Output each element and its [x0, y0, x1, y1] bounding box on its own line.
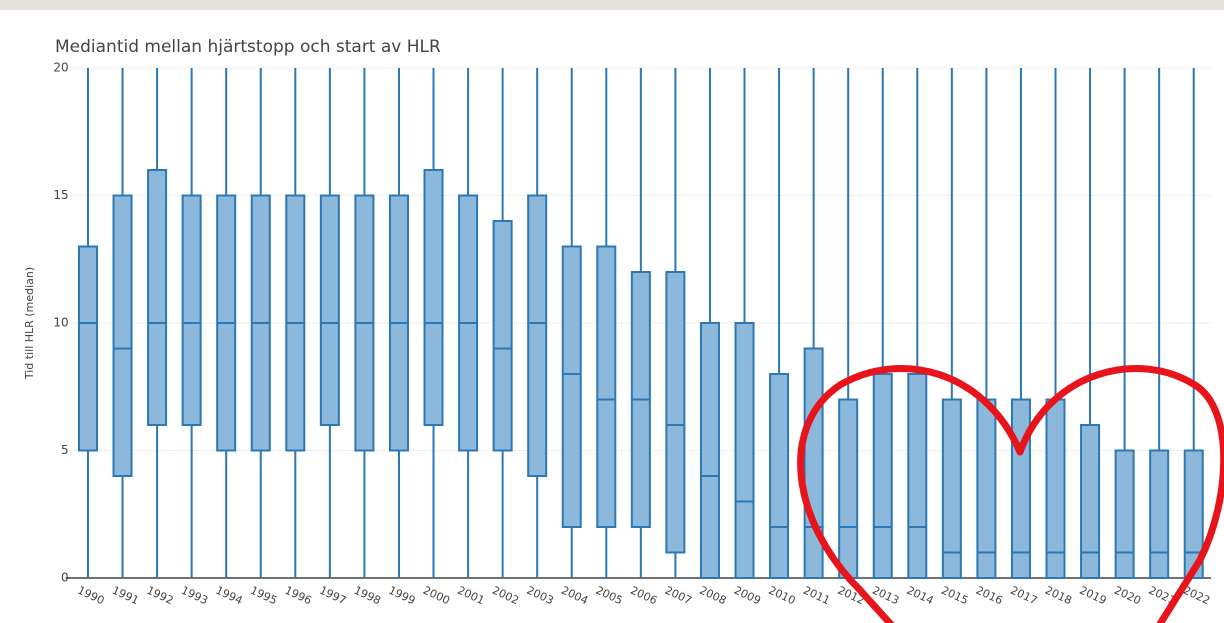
box	[319, 194, 340, 426]
x-tick-label: 2006	[628, 584, 659, 608]
x-tick-label: 2017	[1008, 584, 1039, 608]
x-tick-label: 2003	[525, 584, 556, 608]
x-tick-label: 1992	[145, 584, 176, 608]
box	[734, 322, 755, 579]
x-tick-label: 1996	[283, 584, 314, 608]
box	[872, 373, 893, 579]
box	[699, 322, 720, 579]
y-tick-label: 0	[61, 571, 69, 585]
x-tick-label: 1990	[75, 584, 106, 608]
box	[838, 398, 859, 579]
y-axis-title: Tid till HLR (median)	[23, 267, 36, 380]
x-tick-label: 2001	[456, 584, 487, 608]
box	[527, 194, 548, 477]
box	[181, 194, 202, 426]
x-tick-label: 2016	[974, 584, 1005, 608]
box	[147, 169, 168, 426]
x-tick-label: 2014	[905, 584, 936, 608]
box	[112, 194, 133, 477]
x-tick-label: 1994	[214, 584, 245, 608]
top-strip	[0, 0, 1224, 10]
x-tick-label: 2019	[1078, 584, 1109, 608]
box	[561, 245, 582, 528]
box	[941, 398, 962, 579]
x-tick-label: 1999	[386, 584, 417, 608]
x-tick-label: 2020	[1112, 584, 1143, 608]
y-tick-label: 20	[53, 61, 68, 75]
box	[77, 245, 98, 452]
x-tick-label: 1991	[110, 584, 141, 608]
box	[907, 373, 928, 579]
box	[1045, 398, 1066, 579]
x-tick-label: 2005	[594, 584, 625, 608]
plot-area: 0 5 10 15 20 1990 1991 1992 1993 1994 1995 1996 1997…	[53, 61, 1212, 608]
box	[1149, 449, 1170, 579]
x-tick-label: 2009	[732, 584, 763, 608]
x-tick-label: 2018	[1043, 584, 1074, 608]
x-tick-label: 2007	[663, 584, 694, 608]
y-tick-label: 15	[53, 188, 68, 202]
y-tick-label: 5	[61, 443, 69, 457]
x-tick-label: 1998	[352, 584, 383, 608]
box	[1080, 424, 1101, 579]
box	[769, 373, 790, 579]
x-tick-label: 2011	[801, 584, 832, 608]
x-tick-label: 1997	[317, 584, 348, 608]
x-tick-label: 2008	[697, 584, 728, 608]
box	[1114, 449, 1135, 579]
x-tick-label: 1993	[179, 584, 210, 608]
x-tick-label: 2010	[767, 584, 798, 608]
x-tick-label: 2000	[421, 584, 452, 608]
box	[803, 347, 824, 579]
x-tick-label: 2004	[559, 584, 590, 608]
box	[665, 271, 686, 554]
box	[423, 169, 444, 426]
x-tick-label: 2002	[490, 584, 521, 608]
chart-title: Mediantid mellan hjärtstopp och start av…	[55, 37, 441, 57]
box	[1183, 449, 1204, 579]
box	[492, 220, 513, 452]
x-tick-label: 1995	[248, 584, 279, 608]
x-tick-label: 2015	[939, 584, 970, 608]
box	[596, 245, 617, 528]
y-tick-label: 10	[53, 316, 68, 330]
box	[976, 398, 997, 579]
heart-annotation	[797, 365, 1224, 623]
box	[1010, 398, 1031, 579]
